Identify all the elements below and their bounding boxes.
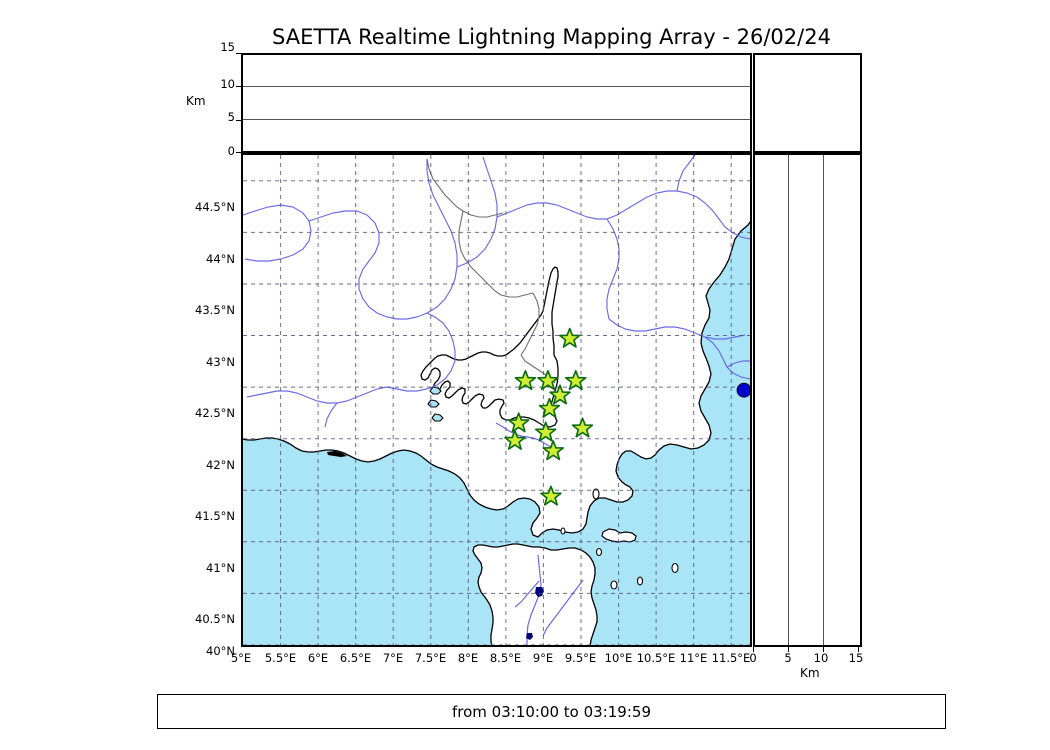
sardinia-river-tirso [542, 579, 584, 637]
island-pianosa [610, 580, 618, 590]
tickmark-right-5 [788, 647, 789, 652]
tick-lon-7-5: 7.5°E [414, 651, 447, 665]
page-title: SAETTA Realtime Lightning Mapping Array … [272, 25, 831, 49]
tick-lon-5-5: 5.5°E [264, 651, 297, 665]
corsica-river-golo [495, 422, 554, 450]
tick-lon-8: 8°E [457, 651, 479, 665]
tick-lat-42: 42°N [206, 458, 235, 472]
lightning-sources-layer [736, 382, 750, 398]
sardinia-river-coghinas [526, 554, 542, 645]
tick-lon-8-5: 8.5°E [489, 651, 522, 665]
gridline-top-5 [243, 119, 750, 120]
tick-right-km-15: 15 [848, 651, 864, 665]
tickmark-top-10 [236, 86, 241, 87]
tick-lat-44: 44°N [206, 252, 235, 266]
tick-right-km-5: 5 [784, 651, 792, 665]
gridline-right-10 [823, 155, 824, 645]
tickmark-right-0 [753, 647, 754, 652]
tick-top-km-15: 15 [220, 40, 235, 54]
tick-lat-43-5: 43.5°N [195, 303, 235, 317]
elba-island [601, 528, 637, 543]
tick-lon-11-5: 11.5°E [711, 651, 751, 665]
gridline-top-10 [243, 86, 750, 87]
tick-lon-11: 11°E [679, 651, 708, 665]
map-canvas[interactable] [243, 155, 750, 645]
tick-top-km-5: 5 [227, 110, 235, 124]
tick-lat-40-5: 40.5°N [195, 612, 235, 626]
sardinia-river-branch [514, 580, 540, 608]
geographic-map-panel[interactable] [241, 153, 752, 647]
lightning-source-marker [736, 382, 750, 398]
corner-panel[interactable] [753, 53, 862, 153]
tick-lat-40: 40°N [206, 644, 235, 658]
tick-right-km-0: 0 [749, 651, 757, 665]
tick-lon-10-5: 10.5°E [636, 651, 676, 665]
sardinia-lake-coghinas [535, 587, 544, 597]
tick-lon-9: 9°E [532, 651, 554, 665]
administrative-borders [426, 158, 556, 384]
corsica-west-gulfs [427, 386, 444, 422]
island-capraia [592, 488, 600, 500]
status-bar-text: from 03:10:00 to 03:19:59 [451, 702, 651, 721]
gridline-right-5 [788, 155, 789, 645]
coast-detail-toulon [327, 451, 347, 457]
tick-lat-41-5: 41.5°N [195, 509, 235, 523]
tick-lon-10: 10°E [604, 651, 633, 665]
island-gorgona [595, 547, 603, 557]
altitude-longitude-panel[interactable] [241, 53, 752, 153]
tickmark-top-5 [236, 120, 241, 121]
tick-lat-44-5: 44.5°N [195, 200, 235, 214]
island-giglio [671, 562, 679, 574]
tickmark-right-15 [858, 647, 859, 652]
tick-lon-9-5: 9.5°E [564, 651, 597, 665]
mainland-europe-landmass [243, 155, 750, 538]
axis-label-right-km: Km [800, 666, 820, 680]
tick-top-km-0: 0 [227, 144, 235, 158]
tick-lon-5: 5°E [230, 651, 252, 665]
tick-right-km-10: 10 [813, 651, 829, 665]
sardinia-lake-omodeo [526, 633, 533, 640]
tick-lon-6-5: 6.5°E [339, 651, 372, 665]
tick-lon-7: 7°E [382, 651, 404, 665]
axis-label-top-km: Km [186, 94, 206, 108]
tick-lon-6: 6°E [307, 651, 329, 665]
rivers-mainland [243, 155, 750, 428]
tick-lat-41: 41°N [206, 561, 235, 575]
island-montecristo [636, 576, 644, 586]
tickmark-right-10 [823, 647, 824, 652]
map-gridlines [243, 155, 750, 645]
tick-top-km-10: 10 [220, 77, 235, 91]
tickmark-top-15 [236, 53, 241, 54]
altitude-latitude-panel[interactable] [753, 153, 862, 647]
tick-lat-43: 43°N [206, 355, 235, 369]
tickmark-top-0 [236, 152, 241, 153]
island-lavezzi [560, 527, 566, 535]
tick-lat-42-5: 42.5°N [195, 406, 235, 420]
status-bar[interactable]: from 03:10:00 to 03:19:59 [157, 694, 946, 729]
sardinia-landmass [472, 543, 598, 645]
